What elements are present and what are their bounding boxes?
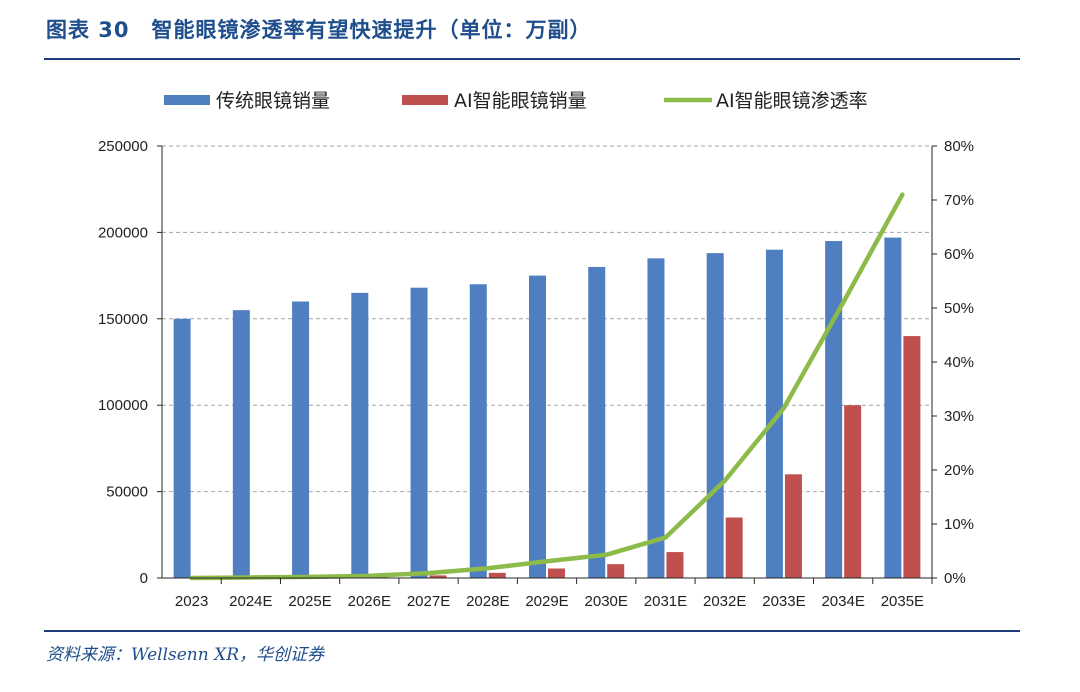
x-tick-label: 2031E — [644, 593, 687, 610]
y-left-tick-label: 150000 — [98, 311, 148, 328]
x-tick-label: 2033E — [762, 593, 805, 610]
x-tick-label: 2035E — [881, 593, 924, 610]
x-tick-label: 2025E — [288, 593, 331, 610]
bar-traditional-glasses — [351, 292, 369, 578]
title-rule — [44, 58, 1020, 60]
y-left-tick-label: 100000 — [98, 397, 148, 414]
y-right-tick-label: 40% — [944, 354, 974, 371]
y-left-tick-label: 200000 — [98, 224, 148, 241]
x-tick-label: 2028E — [466, 593, 509, 610]
axes: 0 50000 100000 150000 200000 250000 0% 10% 20% 30… — [98, 138, 974, 610]
y-right-tick-label: 60% — [944, 246, 974, 263]
legend-label: AI智能眼镜渗透率 — [716, 90, 868, 112]
y-right-tick-label: 80% — [944, 138, 974, 155]
x-tick-label: 2027E — [407, 593, 450, 610]
line-series — [189, 192, 905, 581]
x-tick-label: 2029E — [525, 593, 568, 610]
y-left-tick-label: 0 — [140, 570, 148, 587]
bar-traditional-glasses — [292, 301, 310, 578]
legend-swatch — [402, 95, 448, 105]
bar-traditional-glasses — [706, 253, 724, 579]
bar-traditional-glasses — [173, 318, 191, 578]
legend-swatch — [164, 95, 210, 105]
bar-ai-glasses — [429, 575, 447, 578]
source-note: 资料来源：Wellsenn XR，华创证券 — [46, 645, 325, 665]
bar-traditional-glasses — [588, 266, 606, 578]
bar-traditional-glasses — [469, 284, 487, 578]
bar-traditional-glasses — [232, 310, 250, 578]
legend-label: 传统眼镜销量 — [216, 90, 330, 112]
y-right-tick-label: 0% — [944, 570, 966, 587]
x-tick-label: 2032E — [703, 593, 746, 610]
footer-rule — [44, 630, 1020, 632]
legend: 传统眼镜销量 AI智能眼镜销量 AI智能眼镜渗透率 — [164, 90, 868, 112]
bar-ai-glasses — [488, 572, 506, 578]
y-right-tick-label: 50% — [944, 300, 974, 317]
x-tick-label: 2023 — [175, 593, 208, 610]
penetration-rate-line — [189, 192, 905, 581]
gridlines — [162, 145, 932, 493]
bar-ai-glasses — [666, 552, 684, 578]
y-right-tick-label: 70% — [944, 192, 974, 209]
combo-chart: 0 50000 100000 150000 200000 250000 0% 10% 20% 30… — [98, 90, 974, 610]
bar-traditional-glasses — [647, 258, 665, 578]
bar-ai-glasses — [844, 405, 862, 578]
bar-series — [173, 237, 921, 579]
bar-ai-glasses — [903, 336, 921, 578]
y-left-tick-label: 50000 — [106, 484, 148, 501]
x-tick-label: 2026E — [348, 593, 391, 610]
bar-ai-glasses — [725, 517, 743, 578]
y-right-tick-label: 10% — [944, 516, 974, 533]
bar-traditional-glasses — [410, 287, 428, 578]
bar-ai-glasses — [784, 474, 802, 578]
legend-label: AI智能眼镜销量 — [454, 90, 587, 112]
bar-traditional-glasses — [529, 275, 546, 578]
x-tick-label: 2034E — [821, 593, 864, 610]
y-right-tick-label: 30% — [944, 408, 974, 425]
chart-title: 图表 30 智能眼镜渗透率有望快速提升（单位：万副） — [46, 18, 592, 42]
y-left-tick-label: 250000 — [98, 138, 148, 155]
y-right-tick-label: 20% — [944, 462, 974, 479]
x-tick-label: 2030E — [585, 593, 628, 610]
bar-traditional-glasses — [825, 241, 843, 579]
bar-traditional-glasses — [765, 249, 783, 578]
x-tick-label: 2024E — [229, 593, 272, 610]
bar-traditional-glasses — [884, 237, 902, 579]
bar-ai-glasses — [607, 564, 625, 578]
bar-ai-glasses — [548, 568, 565, 578]
